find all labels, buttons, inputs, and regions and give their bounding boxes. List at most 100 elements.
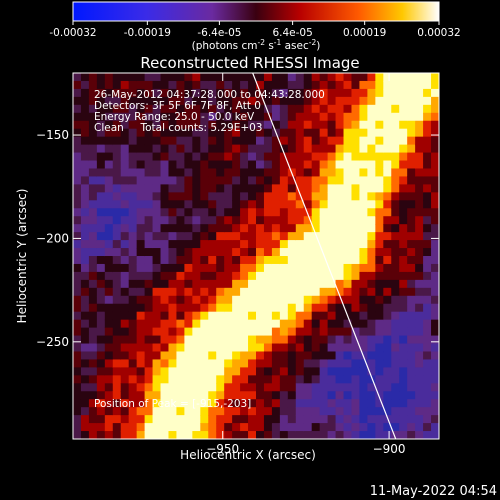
heatmap-pixel xyxy=(256,200,265,209)
heatmap-pixel xyxy=(168,359,178,368)
heatmap-pixel xyxy=(184,423,193,432)
heatmap-pixel xyxy=(295,319,305,329)
heatmap-pixel xyxy=(200,184,209,193)
heatmap-pixel xyxy=(240,200,249,209)
heatmap-pixel xyxy=(136,407,146,416)
heatmap-pixel xyxy=(224,359,233,368)
heatmap-pixel xyxy=(104,152,114,162)
heatmap-pixel xyxy=(319,351,329,361)
heatmap-pixel xyxy=(216,415,225,424)
heatmap-pixel xyxy=(343,96,353,106)
heatmap-pixel xyxy=(303,200,313,209)
heatmap-pixel xyxy=(224,375,233,384)
heatmap-pixel xyxy=(335,295,345,305)
heatmap-pixel xyxy=(383,343,392,353)
heatmap-pixel xyxy=(399,271,408,281)
heatmap-pixel xyxy=(311,423,321,432)
heatmap-pixel xyxy=(375,73,384,82)
heatmap-pixel xyxy=(200,415,209,424)
heatmap-pixel xyxy=(248,184,257,193)
heatmap-pixel xyxy=(104,248,114,257)
heatmap-pixel xyxy=(216,399,225,408)
heatmap-pixel xyxy=(112,256,122,265)
heatmap-pixel xyxy=(271,208,281,217)
heatmap-pixel xyxy=(152,375,162,384)
heatmap-pixel xyxy=(112,192,122,201)
heatmap-pixel xyxy=(327,128,337,138)
heatmap-pixel xyxy=(287,295,297,305)
heatmap-pixel xyxy=(80,303,90,313)
heatmap-pixel xyxy=(367,168,376,178)
heatmap-pixel xyxy=(160,136,170,146)
heatmap-pixel xyxy=(80,144,90,154)
heatmap-pixel xyxy=(128,271,138,281)
heatmap-pixel xyxy=(248,168,257,178)
heatmap-pixel xyxy=(128,343,138,353)
heatmap-pixel xyxy=(367,144,376,154)
heatmap-pixel xyxy=(303,96,313,106)
heatmap-pixel xyxy=(80,208,90,217)
heatmap-pixel xyxy=(112,279,122,289)
heatmap-pixel xyxy=(160,176,170,185)
heatmap-pixel xyxy=(224,128,233,138)
heatmap-pixel xyxy=(319,391,329,400)
heatmap-pixel xyxy=(80,224,90,233)
heatmap-pixel xyxy=(271,224,281,233)
heatmap-pixel xyxy=(423,311,432,321)
heatmap-pixel xyxy=(168,263,178,273)
heatmap-pixel xyxy=(271,415,281,424)
heatmap-pixel xyxy=(375,152,384,162)
heatmap-pixel xyxy=(224,423,233,432)
heatmap-pixel xyxy=(208,216,217,225)
heatmap-pixel xyxy=(144,279,154,289)
heatmap-pixel xyxy=(208,311,217,321)
heatmap-pixel xyxy=(96,176,106,185)
heatmap-pixel xyxy=(423,176,432,185)
heatmap-pixel xyxy=(208,391,217,400)
heatmap-pixel xyxy=(391,423,400,432)
heatmap-pixel xyxy=(73,88,82,98)
heatmap-pixel xyxy=(224,168,233,178)
heatmap-pixel xyxy=(152,391,162,400)
heatmap-pixel xyxy=(399,144,408,154)
heatmap-pixel xyxy=(216,160,225,170)
heatmap-pixel xyxy=(184,80,193,90)
heatmap-pixel xyxy=(248,415,257,424)
heatmap-pixel xyxy=(96,256,106,265)
heatmap-pixel xyxy=(248,279,257,289)
heatmap-pixel xyxy=(120,128,130,138)
heatmap-pixel xyxy=(351,383,361,392)
heatmap-pixel xyxy=(184,152,193,162)
heatmap-pixel xyxy=(319,271,329,281)
heatmap-pixel xyxy=(287,248,297,257)
heatmap-pixel xyxy=(176,104,185,114)
heatmap-pixel xyxy=(216,423,225,432)
heatmap-pixel xyxy=(73,184,82,193)
heatmap-pixel xyxy=(232,423,241,432)
heatmap-pixel xyxy=(112,96,122,106)
heatmap-pixel xyxy=(319,200,329,209)
heatmap-pixel xyxy=(232,367,241,376)
heatmap-pixel xyxy=(160,343,170,353)
heatmap-pixel xyxy=(263,168,273,178)
heatmap-pixel xyxy=(104,256,114,265)
heatmap-pixel xyxy=(248,112,257,122)
heatmap-pixel xyxy=(96,96,106,106)
heatmap-pixel xyxy=(431,168,439,178)
heatmap-pixel xyxy=(303,423,313,432)
heatmap-pixel xyxy=(192,112,201,122)
heatmap-pixel xyxy=(279,295,289,305)
heatmap-pixel xyxy=(431,96,439,106)
heatmap-pixel xyxy=(216,256,225,265)
heatmap-pixel xyxy=(271,295,281,305)
heatmap-pixel xyxy=(224,160,233,170)
heatmap-pixel xyxy=(200,128,209,138)
heatmap-pixel xyxy=(391,232,400,241)
heatmap-pixel xyxy=(208,359,217,368)
heatmap-pixel xyxy=(168,279,178,289)
heatmap-pixel xyxy=(232,160,241,170)
heatmap-pixel xyxy=(232,375,241,384)
heatmap-pixel xyxy=(80,263,90,273)
heatmap-pixel xyxy=(263,200,273,209)
heatmap-pixel xyxy=(176,271,185,281)
